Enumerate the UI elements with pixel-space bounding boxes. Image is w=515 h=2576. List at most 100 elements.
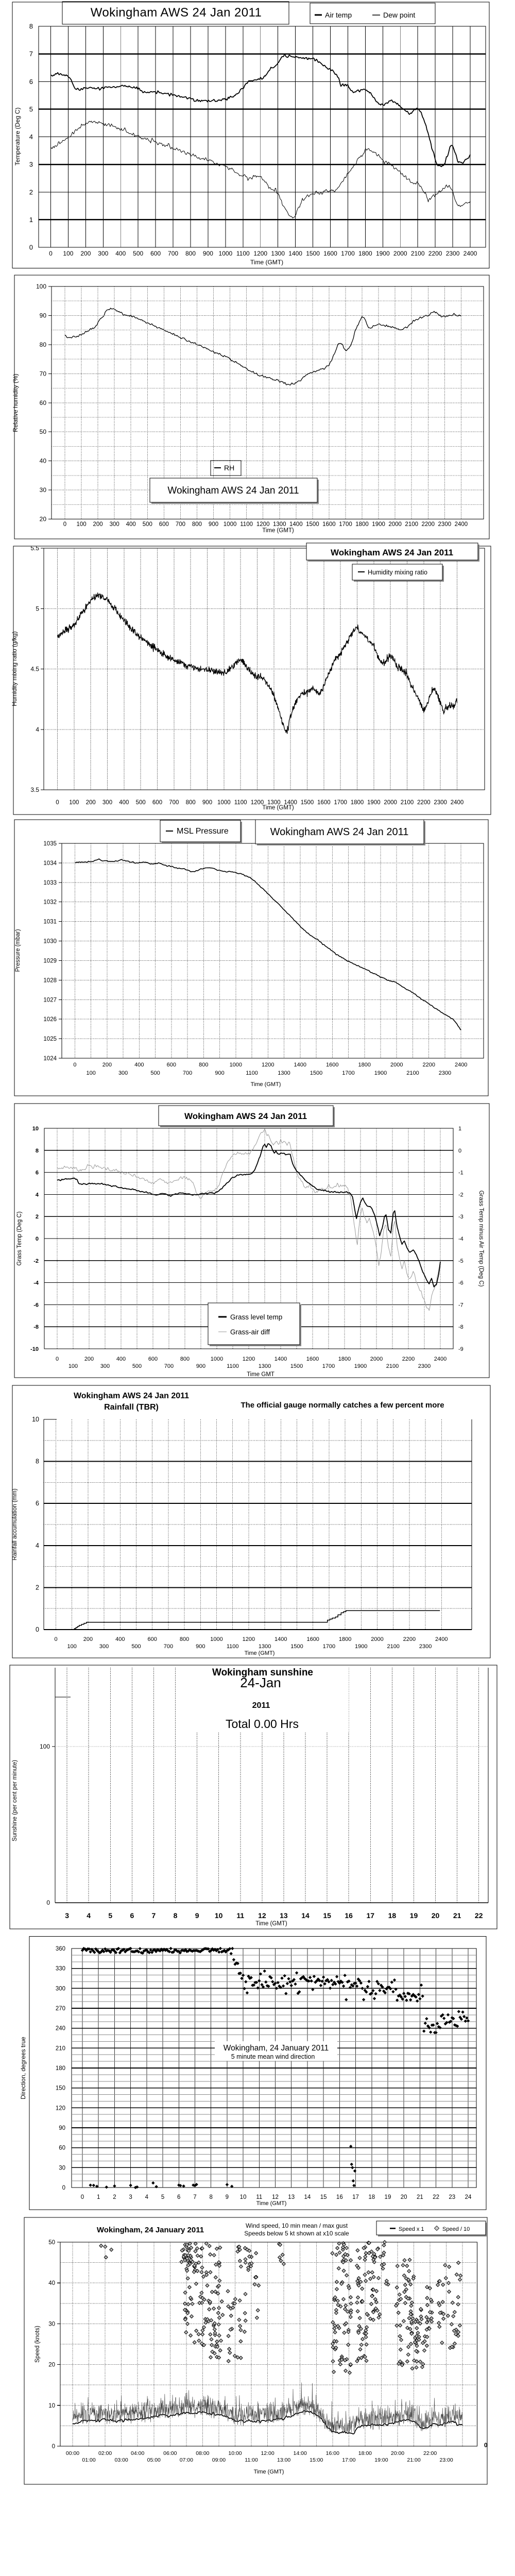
svg-text:2000: 2000 bbox=[371, 1636, 383, 1642]
svg-text:7: 7 bbox=[29, 50, 33, 58]
svg-text:800: 800 bbox=[199, 1062, 208, 1068]
svg-text:8: 8 bbox=[174, 1911, 178, 1920]
svg-text:4: 4 bbox=[36, 1192, 39, 1198]
svg-text:1100: 1100 bbox=[234, 800, 247, 806]
svg-text:4: 4 bbox=[36, 1542, 39, 1549]
svg-text:11:00: 11:00 bbox=[245, 2457, 258, 2463]
svg-text:0: 0 bbox=[458, 1148, 461, 1154]
svg-text:2400: 2400 bbox=[455, 521, 468, 528]
svg-text:8: 8 bbox=[209, 2194, 212, 2200]
svg-text:22: 22 bbox=[475, 1911, 483, 1920]
svg-text:1600: 1600 bbox=[322, 521, 336, 528]
svg-text:Time (GMT): Time (GMT) bbox=[250, 259, 283, 266]
svg-text:60: 60 bbox=[59, 2145, 65, 2151]
svg-text:1024: 1024 bbox=[43, 1056, 57, 1062]
svg-text:17: 17 bbox=[366, 1911, 374, 1920]
svg-text:Wokingham AWS 24 Jan 2011: Wokingham AWS 24 Jan 2011 bbox=[91, 6, 262, 20]
svg-text:1600: 1600 bbox=[323, 250, 337, 257]
svg-text:Grass Temp minus Air Temp (Deg: Grass Temp minus Air Temp (Deg C) bbox=[478, 1191, 484, 1287]
svg-text:30: 30 bbox=[40, 486, 47, 494]
svg-text:700: 700 bbox=[183, 1070, 192, 1076]
svg-text:2300: 2300 bbox=[419, 1643, 432, 1650]
svg-text:1200: 1200 bbox=[243, 1636, 255, 1642]
svg-text:10: 10 bbox=[32, 1416, 39, 1423]
svg-text:1000: 1000 bbox=[219, 250, 233, 257]
svg-text:-7: -7 bbox=[458, 1302, 464, 1308]
svg-text:300: 300 bbox=[110, 521, 119, 528]
svg-text:1600: 1600 bbox=[306, 1356, 319, 1362]
svg-text:300: 300 bbox=[100, 1363, 110, 1369]
svg-text:500: 500 bbox=[131, 1643, 141, 1650]
svg-text:200: 200 bbox=[80, 250, 91, 257]
svg-text:RH: RH bbox=[224, 464, 234, 472]
svg-text:2200: 2200 bbox=[421, 521, 435, 528]
svg-text:100: 100 bbox=[36, 283, 46, 290]
svg-text:3.5: 3.5 bbox=[30, 786, 39, 793]
svg-text:1900: 1900 bbox=[374, 1070, 387, 1076]
svg-text:13:00: 13:00 bbox=[277, 2457, 290, 2463]
svg-text:Time (GMT): Time (GMT) bbox=[251, 1081, 281, 1088]
svg-text:08:00: 08:00 bbox=[196, 2450, 209, 2456]
svg-text:1800: 1800 bbox=[351, 800, 364, 806]
svg-text:1029: 1029 bbox=[43, 958, 57, 964]
svg-text:Wokingham, 24 January 2011: Wokingham, 24 January 2011 bbox=[224, 2044, 329, 2053]
svg-text:700: 700 bbox=[164, 1643, 173, 1650]
svg-text:800: 800 bbox=[192, 521, 202, 528]
svg-text:1200: 1200 bbox=[262, 1062, 274, 1068]
svg-text:0: 0 bbox=[56, 1356, 59, 1362]
svg-text:1: 1 bbox=[458, 1126, 461, 1132]
svg-text:Wokingham AWS 24 Jan 2011: Wokingham AWS 24 Jan 2011 bbox=[331, 548, 453, 557]
svg-text:2200: 2200 bbox=[422, 1062, 435, 1068]
svg-text:Speed (knots): Speed (knots) bbox=[35, 2326, 41, 2363]
svg-text:100: 100 bbox=[40, 1743, 50, 1750]
svg-text:1033: 1033 bbox=[43, 880, 57, 886]
svg-text:150: 150 bbox=[56, 2086, 65, 2092]
svg-text:23:00: 23:00 bbox=[440, 2457, 453, 2463]
svg-text:0: 0 bbox=[29, 244, 33, 251]
svg-text:5 minute mean wind direction: 5 minute mean wind direction bbox=[231, 2053, 315, 2060]
svg-text:Time (GMT): Time (GMT) bbox=[255, 1921, 287, 1927]
svg-text:9: 9 bbox=[195, 1911, 199, 1920]
svg-text:1300: 1300 bbox=[259, 1363, 271, 1369]
svg-text:2200: 2200 bbox=[403, 1636, 416, 1642]
svg-text:Grass Temp (Deg C): Grass Temp (Deg C) bbox=[16, 1211, 23, 1265]
svg-text:400: 400 bbox=[126, 521, 136, 528]
svg-text:4: 4 bbox=[36, 726, 39, 733]
svg-text:900: 900 bbox=[209, 521, 218, 528]
svg-text:21: 21 bbox=[417, 2194, 423, 2200]
svg-text:700: 700 bbox=[168, 250, 178, 257]
svg-text:1700: 1700 bbox=[322, 1363, 335, 1369]
svg-text:1200: 1200 bbox=[256, 521, 270, 528]
svg-text:19: 19 bbox=[385, 2194, 391, 2200]
svg-text:1400: 1400 bbox=[274, 1636, 287, 1642]
svg-text:2100: 2100 bbox=[406, 1070, 419, 1076]
svg-text:2400: 2400 bbox=[464, 250, 477, 257]
svg-text:Speed x 1: Speed x 1 bbox=[399, 2226, 424, 2232]
svg-text:2200: 2200 bbox=[402, 1356, 415, 1362]
svg-text:-9: -9 bbox=[458, 1346, 464, 1352]
svg-text:8: 8 bbox=[36, 1458, 39, 1465]
svg-text:500: 500 bbox=[132, 1363, 142, 1369]
svg-text:3: 3 bbox=[29, 161, 33, 168]
svg-text:1400: 1400 bbox=[289, 521, 303, 528]
svg-text:Humidity mixing ratio: Humidity mixing ratio bbox=[368, 569, 427, 576]
svg-text:2000: 2000 bbox=[388, 521, 402, 528]
svg-text:12:00: 12:00 bbox=[261, 2450, 274, 2456]
svg-text:200: 200 bbox=[86, 800, 96, 806]
svg-text:Wokingham AWS 24 Jan 2011: Wokingham AWS 24 Jan 2011 bbox=[270, 826, 409, 838]
svg-text:200: 200 bbox=[93, 521, 103, 528]
svg-text:30: 30 bbox=[48, 2321, 55, 2327]
svg-text:1000: 1000 bbox=[230, 1062, 242, 1068]
svg-text:2011: 2011 bbox=[252, 1701, 270, 1710]
svg-text:-3: -3 bbox=[458, 1214, 464, 1220]
svg-text:6: 6 bbox=[29, 78, 33, 86]
svg-text:10: 10 bbox=[215, 1911, 223, 1920]
svg-text:1500: 1500 bbox=[290, 1643, 303, 1650]
svg-text:23: 23 bbox=[449, 2194, 455, 2200]
svg-text:1800: 1800 bbox=[338, 1356, 351, 1362]
svg-text:04:00: 04:00 bbox=[131, 2450, 144, 2456]
svg-text:800: 800 bbox=[180, 1636, 189, 1642]
svg-text:22:00: 22:00 bbox=[423, 2450, 437, 2456]
svg-text:500: 500 bbox=[143, 521, 152, 528]
svg-text:100: 100 bbox=[67, 1643, 77, 1650]
